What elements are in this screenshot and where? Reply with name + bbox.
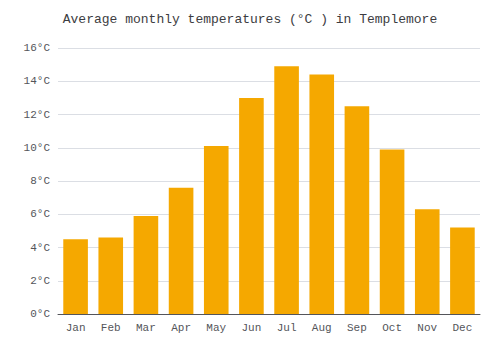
svg-text:Jan: Jan: [66, 322, 86, 334]
svg-text:Mar: Mar: [136, 322, 156, 334]
svg-text:4°C: 4°C: [30, 242, 50, 254]
svg-text:8°C: 8°C: [30, 175, 50, 187]
svg-text:Jun: Jun: [242, 322, 262, 334]
svg-text:Jul: Jul: [277, 322, 297, 334]
svg-text:16°C: 16°C: [24, 42, 51, 54]
svg-text:Nov: Nov: [417, 322, 437, 334]
svg-text:0°C: 0°C: [30, 308, 50, 320]
svg-text:Average monthly temperatures (: Average monthly temperatures (°C ) in Te…: [63, 12, 437, 27]
svg-text:2°C: 2°C: [30, 275, 50, 287]
svg-text:6°C: 6°C: [30, 208, 50, 220]
svg-text:14°C: 14°C: [24, 75, 51, 87]
svg-text:Oct: Oct: [382, 322, 402, 334]
svg-text:May: May: [206, 322, 226, 334]
svg-text:Sep: Sep: [347, 322, 367, 334]
svg-text:Dec: Dec: [453, 322, 473, 334]
svg-text:Feb: Feb: [101, 322, 121, 334]
svg-text:10°C: 10°C: [24, 142, 51, 154]
svg-text:12°C: 12°C: [24, 109, 51, 121]
svg-text:Aug: Aug: [312, 322, 332, 334]
svg-text:Apr: Apr: [171, 322, 191, 334]
